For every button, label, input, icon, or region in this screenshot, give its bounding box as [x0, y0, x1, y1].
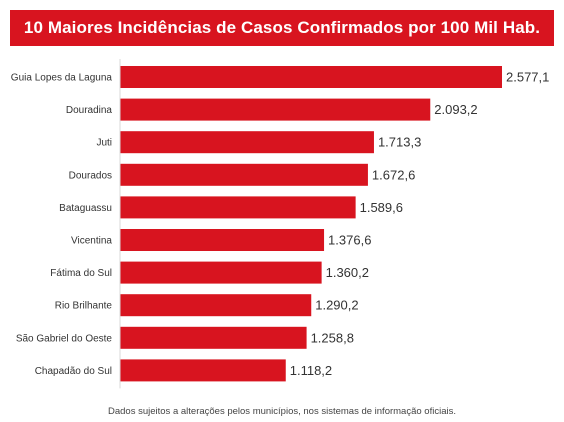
footnote: Dados sujeitos a alterações pelos municí… [108, 406, 456, 417]
value-label: 1.360,2 [326, 265, 369, 280]
chart-title: 10 Maiores Incidências de Casos Confirma… [23, 18, 541, 37]
value-label: 1.258,8 [311, 330, 354, 345]
value-label: 1.713,3 [378, 135, 421, 150]
bar [120, 163, 368, 186]
category-label: Bataguassu [59, 203, 112, 214]
category-label: Guia Lopes da Laguna [11, 73, 113, 84]
bar [120, 326, 307, 349]
value-label: 1.376,6 [328, 233, 371, 248]
bar [120, 261, 322, 284]
bar [120, 98, 431, 121]
value-label: 1.118,2 [290, 363, 332, 378]
bar [120, 294, 312, 317]
bar [120, 66, 502, 88]
category-label: Juti [96, 138, 112, 149]
value-label: 1.672,6 [372, 167, 415, 182]
bar [120, 131, 374, 154]
value-label: 1.290,2 [315, 298, 358, 313]
value-label: 2.577,1 [506, 70, 549, 85]
bar [120, 359, 286, 382]
category-label: São Gabriel do Oeste [16, 333, 113, 344]
category-label: Rio Brilhante [55, 301, 113, 312]
category-label: Dourados [69, 170, 112, 181]
category-label: Chapadão do Sul [35, 366, 112, 377]
category-label: Fátima do Sul [50, 268, 112, 279]
bar-chart: Guia Lopes da Laguna 2.577,1 Douradina 2.09… [11, 59, 549, 389]
bar [120, 196, 356, 219]
value-label: 1.589,6 [360, 200, 403, 215]
value-label: 2.093,2 [434, 102, 477, 117]
bar [120, 229, 325, 251]
chart-title-bar: 10 Maiores Incidências de Casos Confirma… [10, 10, 554, 46]
category-label: Douradina [66, 105, 113, 116]
category-label: Vicentina [71, 236, 112, 247]
